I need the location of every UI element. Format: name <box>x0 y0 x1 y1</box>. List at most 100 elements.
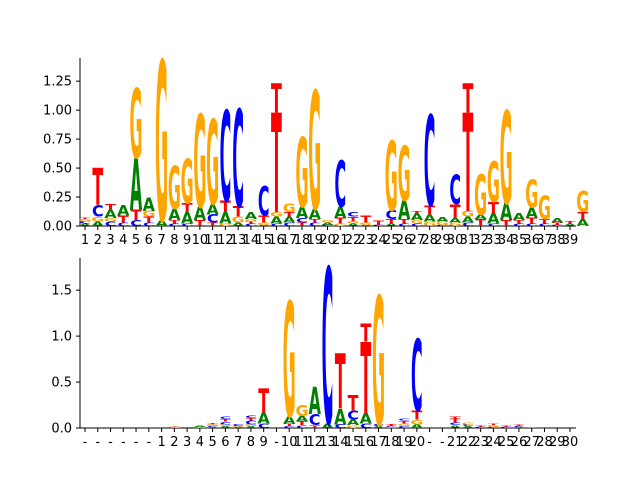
logo-letter-g: G <box>423 220 436 227</box>
x-tick-label: 29 <box>434 233 451 248</box>
logo-letter-c: C <box>271 223 283 227</box>
logo-letter-c: C <box>245 223 257 227</box>
logo-letter-a: A <box>219 209 232 228</box>
y-tick-label: 1.25 <box>43 75 72 90</box>
y-tick-label: 1.5 <box>51 284 72 299</box>
x-tick-label: - <box>427 435 432 450</box>
logo-letter-g: G <box>398 131 411 218</box>
logo-letter-t: T <box>360 215 371 226</box>
logo-letter-g: G <box>487 425 500 428</box>
x-tick-label: 34 <box>498 233 515 248</box>
logo-letter-a: A <box>334 203 347 222</box>
x-tick-label: 30 <box>562 435 579 450</box>
logo-letter-c: C <box>539 223 551 227</box>
logo-letter-g: G <box>398 423 411 428</box>
y-tick-label: 0.25 <box>43 191 72 206</box>
x-tick-label: 21 <box>447 435 464 450</box>
logo-letter-g: G <box>181 427 194 428</box>
logo-letter-t: T <box>233 203 245 220</box>
logo-letter-t: T <box>220 418 231 423</box>
x-tick-label: 27 <box>523 435 540 450</box>
logo-letter-g: G <box>283 271 296 454</box>
x-tick-label: 38 <box>549 233 566 248</box>
logo-letter-a: A <box>385 223 397 227</box>
logo-letter-t: T <box>373 219 385 226</box>
logo-letter-t: T <box>92 158 103 217</box>
logo-letter-t: T <box>80 218 91 220</box>
y-tick-label: 0.5 <box>51 376 72 391</box>
logo-letter-t: T <box>450 418 461 424</box>
logo-letter-c: C <box>143 222 155 228</box>
x-tick-label: 28 <box>421 233 438 248</box>
y-tick-label: 0.75 <box>43 133 72 148</box>
logo-letter-a: A <box>513 212 526 223</box>
x-tick-label: 16 <box>268 233 285 248</box>
logo-letter-t: T <box>411 210 422 214</box>
logo-letter-t: T <box>360 318 371 348</box>
logo-panel-top: 0.000.250.500.751.001.251 2 3 4 5 6 7 8 9 1011121… <box>43 17 590 272</box>
logo-letter-t: T <box>297 421 308 427</box>
x-tick-label: 3 <box>183 435 191 450</box>
logo-letter-c: C <box>449 169 461 215</box>
logo-letter-g: G <box>500 86 513 233</box>
logo-letter-a: A <box>117 202 130 219</box>
logo-letter-t: T <box>118 215 129 226</box>
logo-letter-t: T <box>526 216 537 225</box>
logo-letter-c: C <box>105 220 117 227</box>
logo-letter-a: A <box>309 379 322 423</box>
logo-letter-c: C <box>462 222 474 228</box>
logo-letter-a: A <box>309 206 322 223</box>
logo-letter-a: A <box>258 410 270 428</box>
logo-letter-t: T <box>424 204 435 218</box>
logo-letter-c: C <box>334 147 346 221</box>
logo-letter-c: C <box>258 422 270 429</box>
x-tick-label: 36 <box>523 233 540 248</box>
logo-letter-g: G <box>308 59 321 248</box>
logo-letter-a: A <box>577 218 590 229</box>
logo-letter-c: C <box>232 424 244 427</box>
logo-letter-c: C <box>322 225 334 227</box>
x-tick-label: 27 <box>409 233 426 248</box>
x-tick-label: 11 <box>204 233 221 248</box>
logo-letter-a: A <box>79 223 91 227</box>
x-tick-label: 12 <box>306 435 323 450</box>
logo-letter-t: T <box>501 218 512 227</box>
logo-letter-g: G <box>295 120 308 230</box>
logo-letter-a: A <box>551 217 564 224</box>
logo-letter-t: T <box>182 201 193 215</box>
x-tick-label: 4 <box>119 233 127 248</box>
logo-letter-g: G <box>232 426 245 427</box>
logo-letter-c: C <box>500 427 512 428</box>
x-tick-label: 22 <box>460 435 477 450</box>
logo-letter-t: T <box>348 392 359 416</box>
logo-letter-a: A <box>462 215 475 224</box>
x-tick-label: 33 <box>485 233 502 248</box>
logo-letter-c: C <box>539 427 551 428</box>
logo-letter-a: A <box>500 198 513 226</box>
logo-letter-c: C <box>207 426 219 427</box>
x-tick-label: 7 <box>234 435 242 450</box>
logo-letter-a: A <box>194 204 207 226</box>
x-tick-label: 1 <box>81 233 89 248</box>
logo-letter-g: G <box>244 218 257 222</box>
x-tick-label: 13 <box>230 233 247 248</box>
logo-letter-c: C <box>258 180 270 226</box>
logo-letter-g: G <box>91 216 104 223</box>
logo-letter-c: C <box>475 427 487 428</box>
logo-letter-g: G <box>155 17 168 272</box>
logo-letter-c: C <box>283 426 295 429</box>
logo-letter-g: G <box>449 222 462 228</box>
x-tick-label: 37 <box>536 233 553 248</box>
logo-letter-t: T <box>386 424 397 427</box>
logo-letter-t: T <box>577 211 588 222</box>
logo-letter-c: C <box>245 420 257 426</box>
logo-letter-a: A <box>449 217 462 224</box>
logo-letter-t: T <box>271 86 282 245</box>
x-tick-label: 5 <box>208 435 216 450</box>
logo-letter-c: C <box>398 426 410 429</box>
logo-letter-t: T <box>386 218 398 225</box>
logo-letter-a: A <box>155 218 168 227</box>
x-tick-label: 6 <box>145 233 153 248</box>
logo-letter-g: G <box>206 424 219 427</box>
